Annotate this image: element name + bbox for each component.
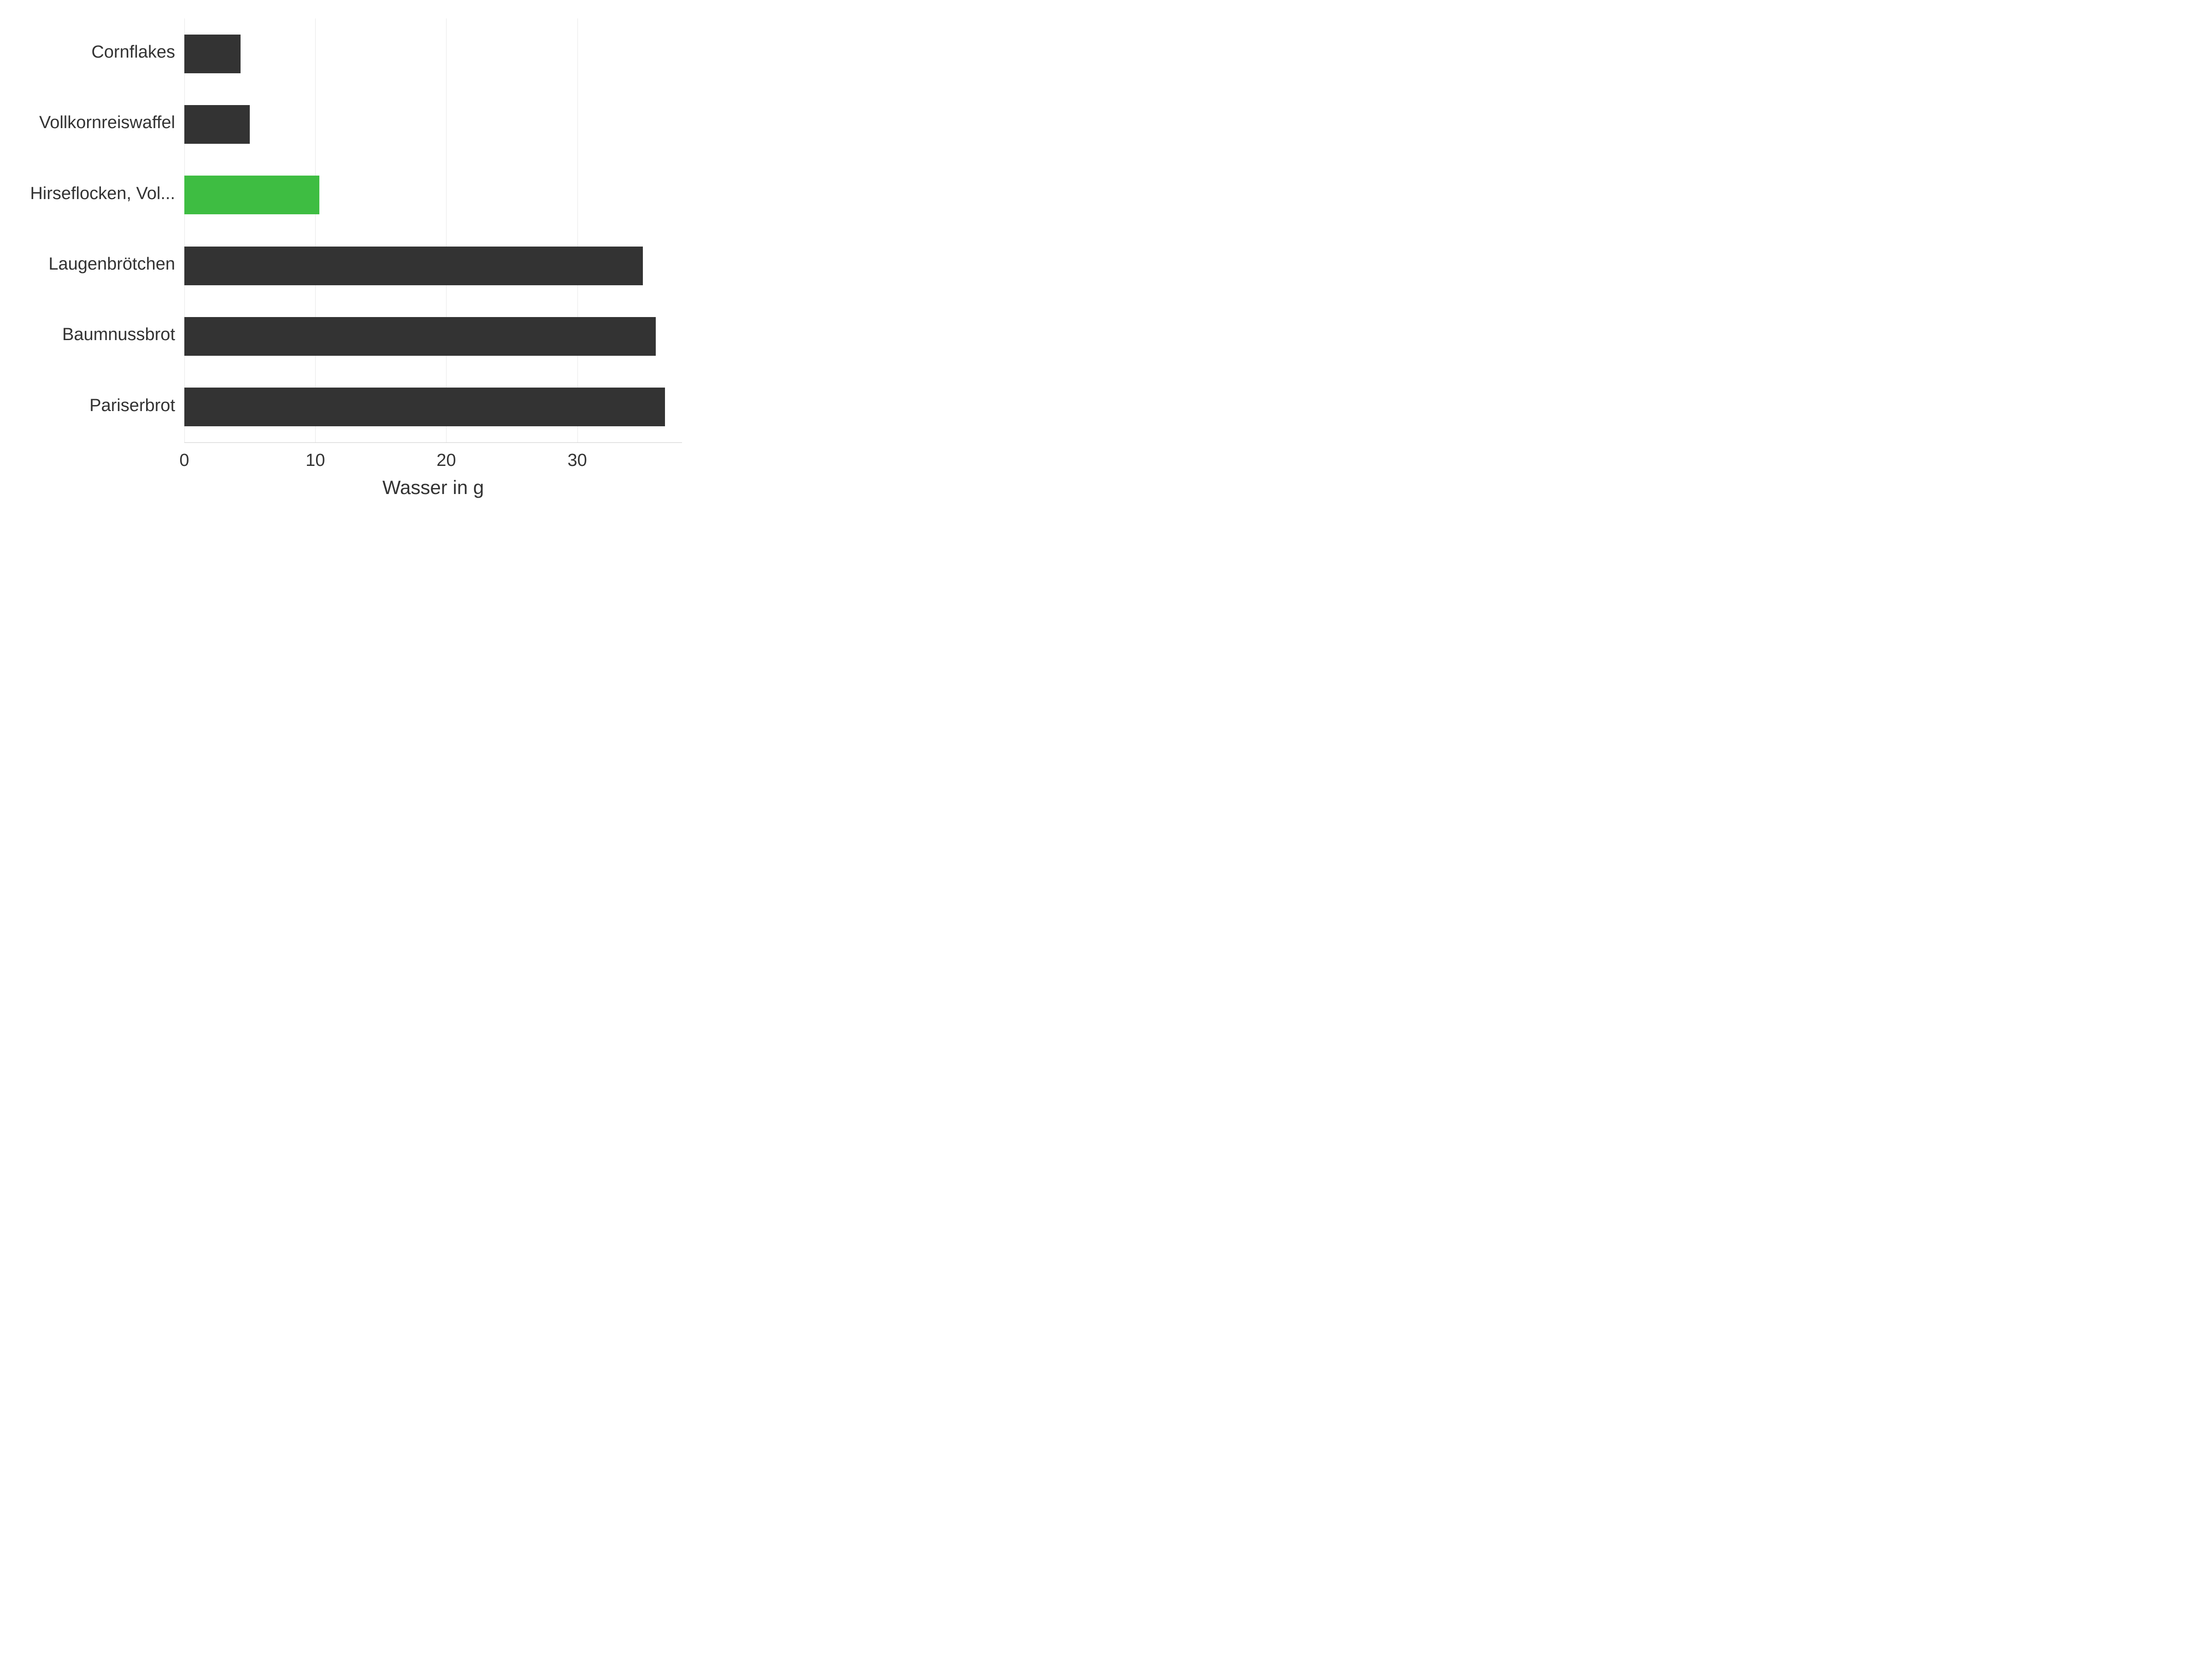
bar: [184, 317, 656, 356]
bar: [184, 105, 250, 144]
y-axis-label: Pariserbrot: [89, 396, 175, 416]
y-axis-label: Baumnussbrot: [62, 325, 175, 345]
y-axis-label: Cornflakes: [91, 42, 175, 62]
y-axis-label: Vollkornreiswaffel: [39, 113, 175, 133]
gridline: [446, 18, 447, 442]
bar-chart: Cornflakes Vollkornreiswaffel Hirseflocken…: [0, 0, 700, 525]
x-axis-title: Wasser in g: [184, 477, 682, 499]
gridline: [315, 18, 316, 442]
x-axis-tick: 30: [567, 451, 587, 471]
x-axis-tick: 20: [436, 451, 456, 471]
x-axis-line: [184, 442, 682, 443]
y-axis-label: Hirseflocken, Vol...: [30, 184, 175, 204]
y-axis-label: Laugenbrötchen: [48, 254, 175, 274]
bar: [184, 247, 643, 285]
plot-area: [184, 18, 682, 442]
bar: [184, 176, 319, 214]
bar: [184, 35, 241, 73]
x-axis-tick: 10: [306, 451, 325, 471]
gridline: [577, 18, 578, 442]
gridline: [184, 18, 185, 442]
bar: [184, 388, 665, 426]
x-axis-tick: 0: [179, 451, 189, 471]
